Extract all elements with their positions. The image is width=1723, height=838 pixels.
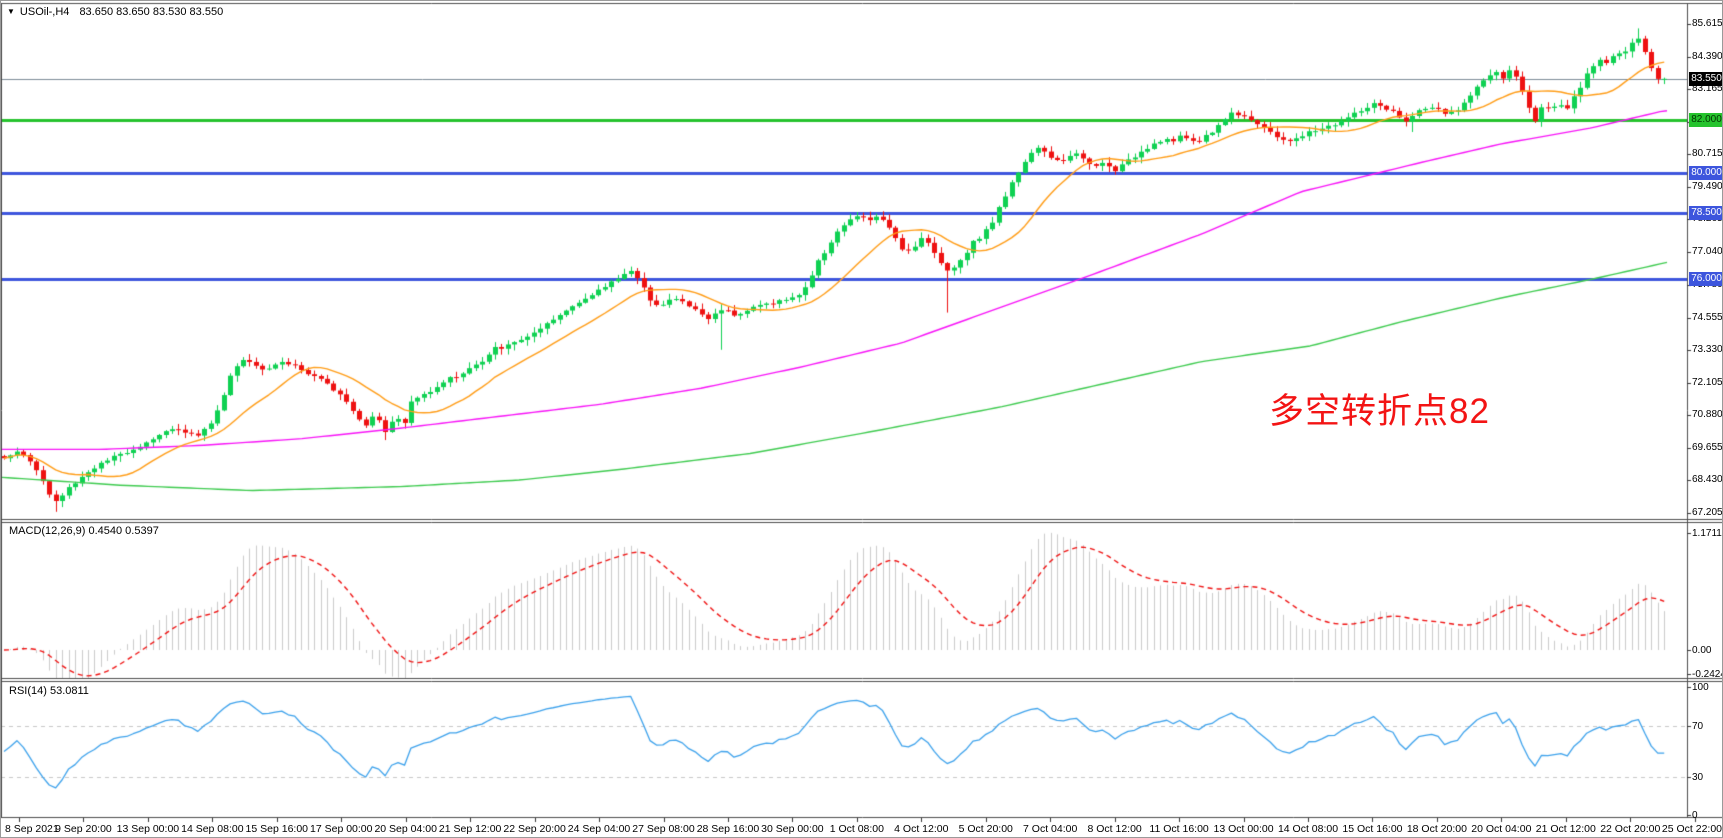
price-tick-label: 67.205 <box>1692 507 1723 518</box>
price-tick-label: 74.555 <box>1692 311 1723 323</box>
time-tick-label: 11 Oct 16:00 <box>1149 823 1209 835</box>
time-axis[interactable]: 8 Sep 2021 9 Sep 20:00 13 Sep 00:00 14 Sep … <box>1 818 1722 837</box>
rsi-axis-label: 70 <box>1692 720 1704 732</box>
macd-axis-label: 0.00 <box>1692 645 1712 656</box>
time-tick-label: 13 Oct 00:00 <box>1213 823 1274 835</box>
time-tick-label: 21 Sep 12:00 <box>438 823 502 835</box>
time-tick-label: 22 Sep 20:00 <box>503 823 566 835</box>
price-tick-label: 84.390 <box>1692 50 1723 62</box>
symbol-period-label: USOil-,H4 <box>19 6 70 18</box>
macd-values: 0.4540 0.5397 <box>88 525 159 537</box>
price-tick-label: 80.715 <box>1692 148 1723 160</box>
time-tick-label: 18 Oct 20:00 <box>1406 823 1467 835</box>
time-tick-label: 14 Oct 08:00 <box>1277 823 1339 835</box>
time-tick-label: 17 Sep 00:00 <box>310 823 373 835</box>
time-tick-label: 13 Sep 00:00 <box>116 823 180 835</box>
time-tick-label: 20 Sep 04:00 <box>374 823 437 835</box>
time-tick-label: 8 Oct 12:00 <box>1087 823 1142 835</box>
time-tick-label: 20 Oct 04:00 <box>1471 823 1532 835</box>
price-tick-label: 73.330 <box>1692 344 1723 356</box>
time-tick-label: 25 Oct 22:00 <box>1661 823 1722 835</box>
time-tick-label: 1 Oct 08:00 <box>829 823 884 835</box>
time-tick-label: 27 Sep 08:00 <box>632 823 695 835</box>
price-tag-78.500[interactable]: 78.500 <box>1689 205 1722 220</box>
price-tag-76.000[interactable]: 76.000 <box>1689 272 1722 287</box>
time-tick-label: 8 Sep 2021 <box>5 823 59 835</box>
collapse-triangle-icon[interactable]: ▼ <box>7 7 15 16</box>
macd-name: MACD(12,26,9) <box>9 525 86 537</box>
macd-axis-label: 1.1711 <box>1692 527 1722 539</box>
price-tag-82.000[interactable]: 82.000 <box>1689 113 1722 128</box>
time-tick-label: 7 Oct 04:00 <box>1023 823 1078 835</box>
price-tick-label: 83.165 <box>1692 83 1723 95</box>
price-tick-label: 69.655 <box>1692 441 1723 453</box>
ohlc-values: 83.650 83.650 83.530 83.550 <box>79 6 224 18</box>
time-tick-label: 5 Oct 20:00 <box>958 823 1013 835</box>
price-tick-label: 70.880 <box>1692 409 1723 421</box>
rsi-axis-label: 0 <box>1692 810 1698 822</box>
rsi-indicator-label: RSI(14) 53.0811 <box>9 685 89 697</box>
time-tick-label: 15 Oct 16:00 <box>1342 823 1403 835</box>
time-tick-label: 21 Oct 12:00 <box>1535 823 1596 835</box>
time-tick-label: 24 Sep 04:00 <box>567 823 631 835</box>
macd-indicator-label: MACD(12,26,9) 0.4540 0.5397 <box>9 525 159 537</box>
price-tick-label: 77.040 <box>1692 245 1723 257</box>
time-tick-label: 14 Sep 08:00 <box>181 823 244 835</box>
time-tick-label: 4 Oct 12:00 <box>894 823 949 835</box>
time-tick-label: 9 Sep 20:00 <box>55 823 112 835</box>
time-tick-label: 15 Sep 16:00 <box>245 823 309 835</box>
rsi-axis-label: 30 <box>1692 772 1704 783</box>
time-tick-label: 28 Sep 16:00 <box>696 823 760 835</box>
annotation-text: 多空转折点82 <box>1269 392 1490 431</box>
price-tag-80.000[interactable]: 80.000 <box>1689 166 1722 181</box>
chart-title: ▼ USOil-,H4 83.650 83.650 83.530 83.550 <box>7 6 223 18</box>
price-tag-83.550[interactable]: 83.550 <box>1689 71 1722 86</box>
time-tick-label: 22 Oct 20:00 <box>1600 823 1661 835</box>
price-tick-label: 72.105 <box>1692 376 1723 388</box>
price-tick-label: 68.430 <box>1692 474 1723 486</box>
time-tick-label: 30 Sep 00:00 <box>761 823 824 835</box>
price-tick-label: 79.490 <box>1692 180 1723 192</box>
macd-axis-label: -0.2424 <box>1692 669 1723 681</box>
rsi-axis-label: 100 <box>1692 682 1709 694</box>
price-tick-label: 85.615 <box>1692 18 1723 29</box>
